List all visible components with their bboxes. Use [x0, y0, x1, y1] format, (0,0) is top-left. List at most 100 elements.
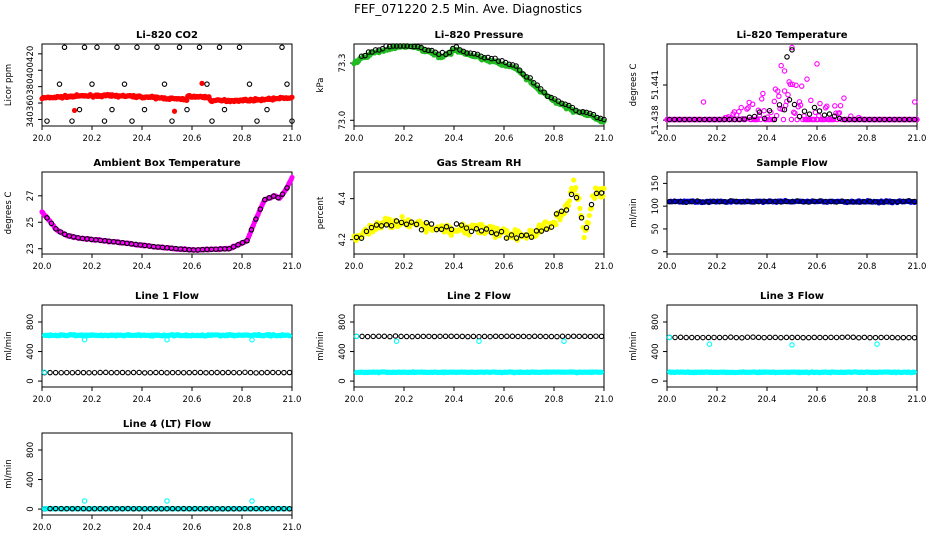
data-point	[481, 333, 488, 340]
data-point	[861, 198, 868, 205]
data-point	[766, 334, 773, 341]
data-point	[219, 506, 226, 512]
data-point	[716, 198, 723, 205]
data-point	[727, 198, 734, 204]
y-tick-label: 420	[26, 46, 36, 62]
data-point	[418, 226, 425, 233]
data-point	[242, 369, 248, 376]
plot-frame	[666, 171, 918, 255]
data-point	[97, 369, 103, 376]
panel-title: Li–820 Pressure	[435, 30, 524, 41]
data-point	[666, 334, 673, 341]
data-point	[169, 118, 175, 124]
data-point	[130, 369, 137, 376]
data-point	[784, 54, 790, 60]
series-cyan-dips	[353, 333, 567, 344]
data-point	[488, 55, 495, 62]
data-point	[554, 333, 560, 340]
plot-frame	[41, 171, 293, 255]
data-point	[423, 229, 429, 235]
data-point	[751, 113, 758, 120]
x-tick-label: 20.2	[83, 262, 102, 272]
data-point	[811, 198, 818, 205]
data-point	[47, 369, 53, 376]
series-dense	[39, 80, 295, 114]
data-point	[180, 505, 187, 512]
data-point	[365, 49, 372, 55]
data-point	[745, 105, 751, 111]
data-point	[44, 215, 50, 221]
data-point	[553, 222, 559, 228]
data-point	[504, 333, 510, 340]
data-point	[598, 333, 605, 340]
data-point	[886, 116, 893, 123]
data-point	[566, 198, 573, 204]
data-point	[468, 228, 475, 235]
x-tick-label: 20.8	[233, 523, 252, 533]
data-point	[203, 505, 209, 512]
data-point	[420, 333, 427, 340]
data-point	[433, 226, 440, 233]
data-point	[588, 201, 595, 208]
data-point	[881, 116, 888, 123]
data-point	[108, 369, 115, 376]
y-tick-label: 4.2	[338, 233, 348, 247]
data-point	[580, 108, 586, 115]
data-point	[463, 225, 470, 231]
data-point	[705, 199, 712, 205]
data-point	[578, 215, 585, 221]
data-point	[576, 333, 582, 340]
data-point	[393, 338, 400, 344]
data-point	[911, 198, 918, 205]
x-tick-label: 20.2	[708, 134, 727, 144]
data-point	[169, 505, 176, 512]
data-point	[731, 116, 738, 123]
data-point	[776, 102, 783, 108]
data-point	[442, 333, 449, 340]
data-point	[208, 506, 215, 512]
data-point	[56, 81, 63, 87]
data-point	[571, 177, 577, 183]
panel-title: Sample Flow	[756, 158, 828, 169]
data-point	[856, 116, 863, 123]
panel-title: Line 2 Flow	[447, 291, 511, 302]
data-point	[594, 114, 600, 121]
data-point	[778, 199, 784, 205]
y-axis-label: ml/min	[629, 198, 639, 228]
data-point	[381, 333, 388, 340]
data-point	[867, 198, 873, 205]
data-point	[583, 224, 590, 231]
data-point	[787, 81, 794, 88]
data-point	[805, 199, 812, 205]
data-point	[397, 43, 403, 49]
panel-7: Line 1 Flow ml/min 20.0 20.2 20.4 20.6 20.8 21.…	[4, 291, 301, 405]
data-point	[871, 116, 878, 123]
data-point	[492, 333, 499, 339]
data-point	[109, 106, 115, 113]
data-point	[836, 115, 843, 122]
data-point	[789, 198, 795, 205]
x-tick-label: 20.2	[395, 262, 414, 272]
data-point	[779, 106, 786, 113]
data-point	[483, 226, 490, 232]
y-tick-label: 380	[26, 79, 36, 95]
data-point	[76, 106, 83, 113]
data-point	[114, 369, 120, 376]
data-point	[376, 333, 382, 340]
data-point	[153, 369, 159, 376]
data-point	[711, 116, 718, 123]
data-point	[518, 232, 525, 239]
data-point	[400, 43, 407, 49]
data-point	[537, 86, 544, 92]
x-tick-label: 20.4	[758, 262, 777, 272]
data-point	[814, 61, 820, 67]
data-point	[597, 115, 604, 122]
data-point	[164, 505, 170, 512]
data-point	[437, 333, 443, 340]
y-tick-label: 400	[651, 343, 661, 359]
data-point	[196, 44, 203, 51]
data-point	[199, 80, 205, 86]
data-point	[841, 116, 848, 123]
y-axis-label: percent	[316, 196, 326, 229]
x-tick-label: 20.8	[545, 395, 564, 405]
